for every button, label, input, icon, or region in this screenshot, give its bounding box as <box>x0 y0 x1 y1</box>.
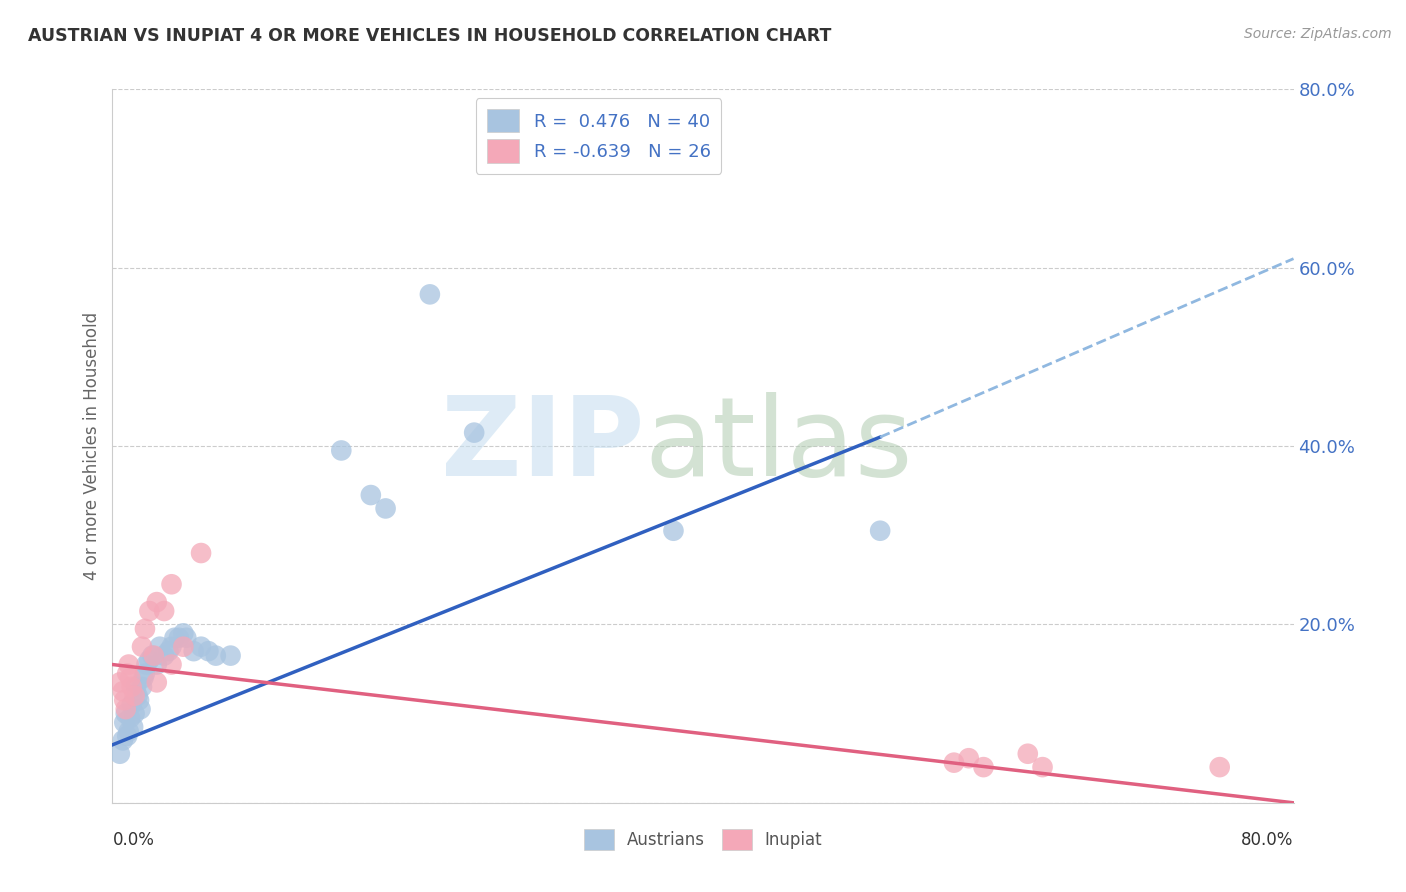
Legend: Austrians, Inupiat: Austrians, Inupiat <box>575 821 831 859</box>
Point <box>112 693 135 707</box>
Point <box>146 657 169 672</box>
Point <box>153 604 176 618</box>
Point <box>942 756 965 770</box>
Point <box>138 653 160 667</box>
Point <box>183 644 205 658</box>
Point <box>129 702 152 716</box>
Point <box>167 631 190 645</box>
Point <box>142 648 165 663</box>
Point <box>190 640 212 654</box>
Point <box>197 644 219 658</box>
Point <box>112 715 135 730</box>
Point <box>160 577 183 591</box>
Point <box>172 640 194 654</box>
Point <box>163 631 186 645</box>
Point <box>135 657 157 672</box>
Point <box>108 675 131 690</box>
Text: AUSTRIAN VS INUPIAT 4 OR MORE VEHICLES IN HOUSEHOLD CORRELATION CHART: AUSTRIAN VS INUPIAT 4 OR MORE VEHICLES I… <box>28 27 831 45</box>
Point <box>157 644 180 658</box>
Text: atlas: atlas <box>644 392 912 500</box>
Point <box>125 680 148 694</box>
Point <box>134 622 156 636</box>
Point <box>120 671 142 685</box>
Point <box>219 648 242 663</box>
Point <box>146 675 169 690</box>
Point <box>1017 747 1039 761</box>
Point <box>160 657 183 672</box>
Text: 0.0%: 0.0% <box>112 831 155 849</box>
Point <box>973 760 995 774</box>
Text: Source: ZipAtlas.com: Source: ZipAtlas.com <box>1244 27 1392 41</box>
Point <box>138 604 160 618</box>
Point <box>111 733 134 747</box>
Point <box>205 648 228 663</box>
Point <box>121 680 143 694</box>
Point <box>124 706 146 721</box>
Point <box>124 689 146 703</box>
Point <box>121 698 143 712</box>
Point <box>108 747 131 761</box>
Point <box>141 648 163 663</box>
Point <box>114 706 136 721</box>
Point <box>374 501 396 516</box>
Point <box>330 443 353 458</box>
Point <box>1032 760 1054 774</box>
Point <box>134 666 156 681</box>
Point <box>132 671 155 685</box>
Point <box>118 657 141 672</box>
Point <box>419 287 441 301</box>
Point <box>111 684 134 698</box>
Point <box>869 524 891 538</box>
Point <box>117 729 138 743</box>
Point <box>131 640 153 654</box>
Point <box>128 693 150 707</box>
Point <box>117 666 138 681</box>
Point <box>146 595 169 609</box>
Point <box>463 425 485 440</box>
Point <box>153 648 176 663</box>
Point <box>160 640 183 654</box>
Point <box>1208 760 1232 774</box>
Y-axis label: 4 or more Vehicles in Household: 4 or more Vehicles in Household <box>83 312 101 580</box>
Point <box>172 626 194 640</box>
Point <box>957 751 980 765</box>
Point <box>120 711 142 725</box>
Point <box>114 702 136 716</box>
Text: ZIP: ZIP <box>440 392 644 500</box>
Point <box>190 546 212 560</box>
Point <box>174 631 197 645</box>
Point <box>360 488 382 502</box>
Point <box>127 689 149 703</box>
Point <box>662 524 685 538</box>
Text: 80.0%: 80.0% <box>1241 831 1294 849</box>
Point <box>122 720 145 734</box>
Point <box>118 724 141 739</box>
Point <box>131 680 153 694</box>
Point <box>149 640 172 654</box>
